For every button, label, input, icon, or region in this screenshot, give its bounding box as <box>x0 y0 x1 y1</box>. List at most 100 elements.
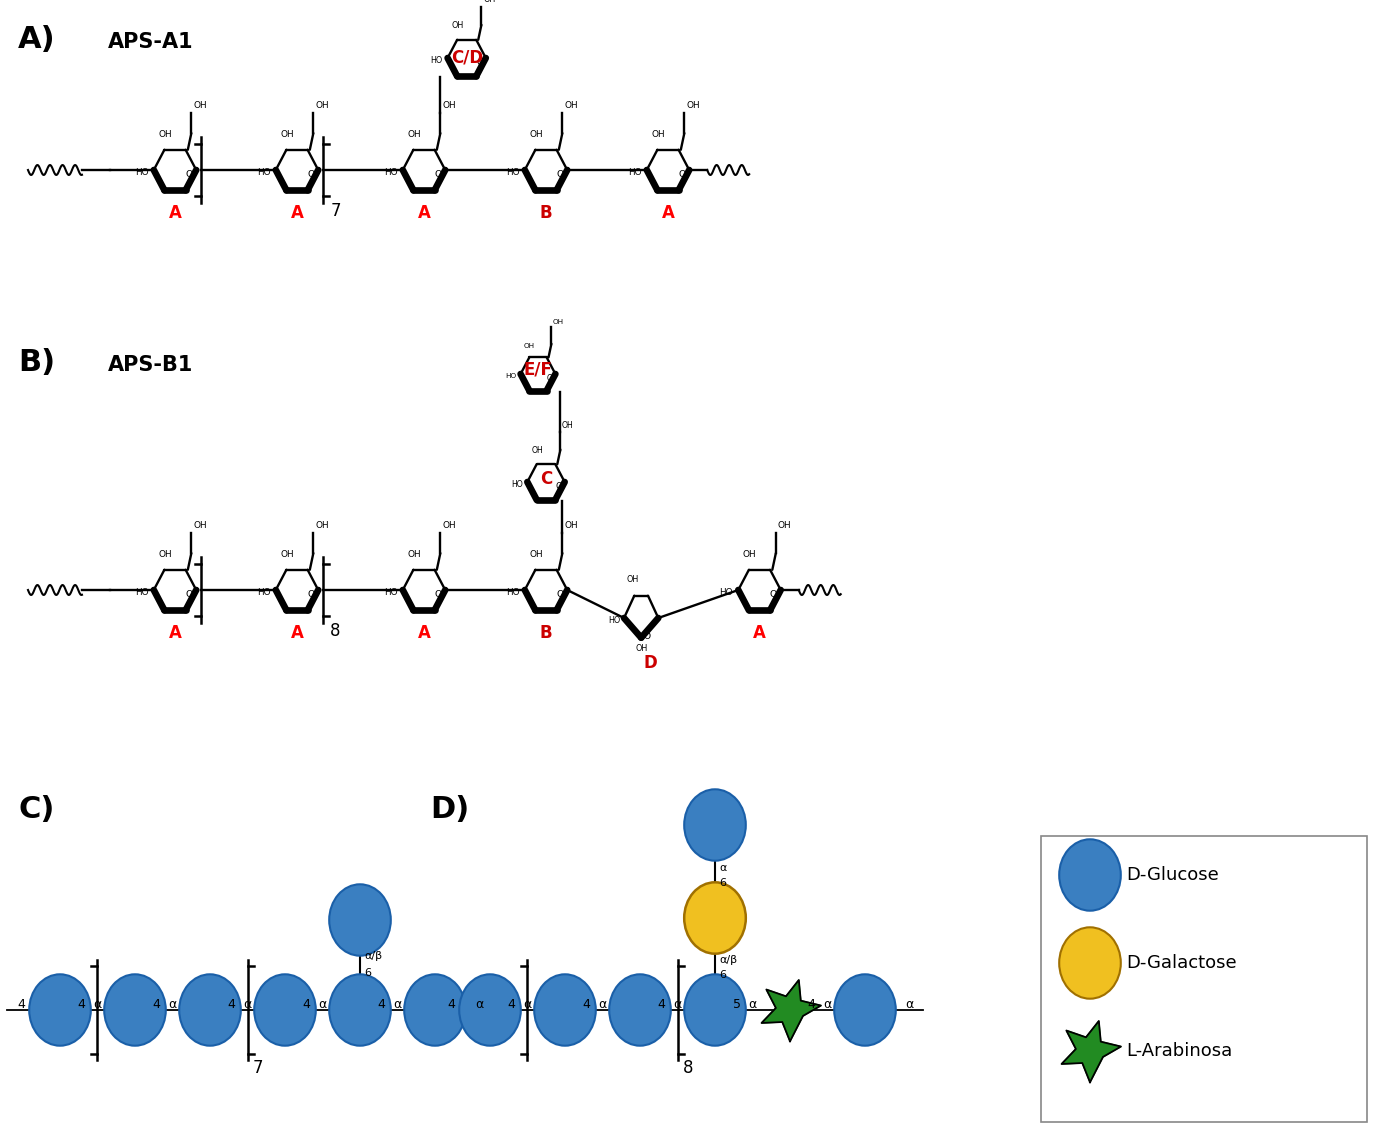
Ellipse shape <box>685 974 746 1046</box>
Text: OH: OH <box>482 0 495 5</box>
Text: C): C) <box>18 795 54 825</box>
Text: O: O <box>475 58 482 67</box>
Text: O: O <box>434 590 442 600</box>
Ellipse shape <box>834 974 895 1046</box>
Text: O: O <box>186 170 193 179</box>
Text: OH: OH <box>635 644 647 653</box>
Text: OH: OH <box>280 130 294 139</box>
Text: OH: OH <box>778 522 791 531</box>
Text: α: α <box>905 998 913 1012</box>
Text: 8: 8 <box>683 1059 693 1077</box>
Text: 4: 4 <box>17 998 25 1012</box>
Text: HO: HO <box>134 168 148 177</box>
Text: OH: OH <box>561 420 574 429</box>
Text: 4: 4 <box>377 998 385 1012</box>
Text: O: O <box>771 590 778 600</box>
Text: α: α <box>748 998 757 1012</box>
Text: α: α <box>475 998 484 1012</box>
Text: B): B) <box>18 348 55 377</box>
Text: A: A <box>291 625 304 642</box>
Text: A: A <box>417 204 431 223</box>
Text: α: α <box>719 863 726 872</box>
Text: OH: OH <box>442 102 456 111</box>
Text: O: O <box>308 590 315 600</box>
Text: OH: OH <box>564 522 578 531</box>
Text: 6: 6 <box>365 968 371 978</box>
Text: O: O <box>556 170 564 179</box>
Text: D-Glucose: D-Glucose <box>1125 866 1218 884</box>
Text: HO: HO <box>256 588 270 597</box>
Text: OH: OH <box>553 320 564 325</box>
Ellipse shape <box>610 974 671 1046</box>
Text: 8: 8 <box>330 622 341 641</box>
Text: A: A <box>169 625 182 642</box>
Text: HO: HO <box>505 373 516 379</box>
Text: A): A) <box>18 25 55 54</box>
Ellipse shape <box>29 974 91 1046</box>
Text: HO: HO <box>719 588 733 597</box>
Text: 4: 4 <box>302 998 310 1012</box>
Text: APS-A1: APS-A1 <box>108 32 194 53</box>
Text: O: O <box>546 373 553 383</box>
Text: D-Galactose: D-Galactose <box>1125 954 1236 972</box>
Text: 4: 4 <box>507 998 516 1012</box>
Text: α: α <box>93 998 101 1012</box>
Text: 5: 5 <box>732 998 740 1012</box>
Text: OH: OH <box>315 522 328 531</box>
Text: D: D <box>643 653 657 671</box>
Text: OH: OH <box>626 574 639 584</box>
Text: OH: OH <box>193 102 207 111</box>
Text: OH: OH <box>531 445 543 455</box>
Text: A: A <box>417 625 431 642</box>
Polygon shape <box>1062 1021 1121 1083</box>
FancyBboxPatch shape <box>1041 836 1367 1121</box>
Text: α: α <box>524 998 532 1012</box>
Text: B: B <box>539 204 552 223</box>
Text: HO: HO <box>431 56 444 65</box>
Text: A: A <box>169 204 182 223</box>
Text: 6: 6 <box>719 878 726 888</box>
Text: OH: OH <box>158 130 172 139</box>
Text: OH: OH <box>651 130 665 139</box>
Text: O: O <box>434 170 442 179</box>
Text: HO: HO <box>384 168 398 177</box>
Ellipse shape <box>685 789 746 861</box>
Text: 4: 4 <box>448 998 455 1012</box>
Text: HO: HO <box>628 168 642 177</box>
Text: HO: HO <box>506 168 520 177</box>
Text: HO: HO <box>384 588 398 597</box>
Text: α: α <box>394 998 402 1012</box>
Text: α: α <box>823 998 832 1012</box>
Text: APS-B1: APS-B1 <box>108 355 194 375</box>
Text: O: O <box>679 170 686 179</box>
Text: OH: OH <box>524 343 535 348</box>
Text: α: α <box>168 998 176 1012</box>
Ellipse shape <box>254 974 316 1046</box>
Ellipse shape <box>1059 839 1121 910</box>
Polygon shape <box>761 980 821 1042</box>
Text: OH: OH <box>529 130 543 139</box>
Text: O: O <box>556 482 561 491</box>
Text: O: O <box>308 170 315 179</box>
Text: 4: 4 <box>227 998 236 1012</box>
Text: α: α <box>599 998 607 1012</box>
Text: 4: 4 <box>657 998 665 1012</box>
Text: HO: HO <box>506 588 520 597</box>
Text: α: α <box>319 998 327 1012</box>
Text: E/F: E/F <box>524 361 553 379</box>
Text: OH: OH <box>564 102 578 111</box>
Text: 7: 7 <box>254 1059 263 1077</box>
Ellipse shape <box>330 974 391 1046</box>
Ellipse shape <box>104 974 166 1046</box>
Text: OH: OH <box>315 102 328 111</box>
Text: O: O <box>556 590 564 600</box>
Text: 6: 6 <box>719 970 726 980</box>
Ellipse shape <box>179 974 241 1046</box>
Text: OH: OH <box>407 130 420 139</box>
Text: C/D: C/D <box>450 48 482 66</box>
Ellipse shape <box>685 883 746 954</box>
Text: 4: 4 <box>582 998 590 1012</box>
Text: OH: OH <box>442 522 456 531</box>
Text: OH: OH <box>158 550 172 560</box>
Text: HO: HO <box>608 617 621 625</box>
